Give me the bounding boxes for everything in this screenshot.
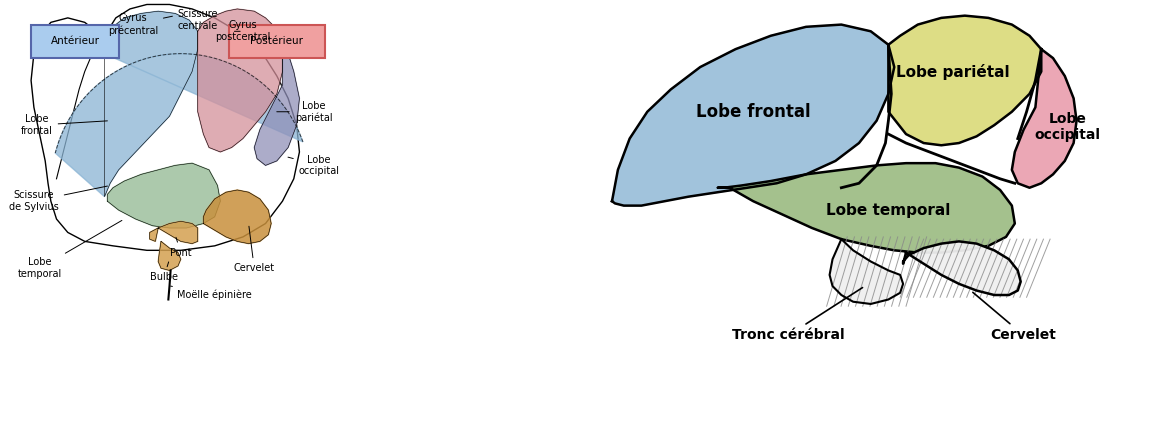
Polygon shape	[158, 241, 181, 270]
Text: Lobe
occipital: Lobe occipital	[1034, 112, 1101, 143]
Text: Bulbe: Bulbe	[150, 262, 178, 282]
Text: Lobe
pariétal: Lobe pariétal	[277, 101, 332, 123]
Text: Postérieur: Postérieur	[250, 36, 303, 46]
Text: Lobe frontal: Lobe frontal	[695, 103, 811, 121]
Text: Gyrus
postcentral: Gyrus postcentral	[216, 21, 271, 42]
Polygon shape	[150, 221, 198, 244]
Polygon shape	[903, 241, 1020, 295]
Text: Scissure
centrale: Scissure centrale	[178, 9, 218, 31]
Text: Lobe
temporal: Lobe temporal	[17, 220, 122, 279]
Text: Cervelet: Cervelet	[234, 226, 274, 273]
Text: Moëlle épinière: Moëlle épinière	[171, 286, 253, 300]
Polygon shape	[55, 11, 303, 197]
Polygon shape	[1012, 49, 1077, 188]
Text: Scissure
de Sylvius: Scissure de Sylvius	[9, 186, 107, 212]
Polygon shape	[718, 163, 1015, 253]
Polygon shape	[255, 45, 300, 165]
Text: Lobe
frontal: Lobe frontal	[21, 114, 107, 136]
Polygon shape	[889, 16, 1041, 145]
FancyBboxPatch shape	[228, 25, 325, 58]
Text: Lobe
occipital: Lobe occipital	[288, 155, 340, 176]
Text: Cervelet: Cervelet	[973, 292, 1056, 342]
Text: Tronc cérébral: Tronc cérébral	[732, 287, 862, 342]
Text: Pont: Pont	[169, 237, 191, 257]
FancyBboxPatch shape	[31, 25, 119, 58]
Text: Lobe temporal: Lobe temporal	[827, 202, 950, 218]
Polygon shape	[203, 190, 271, 244]
Text: Antérieur: Antérieur	[51, 36, 99, 46]
Polygon shape	[612, 25, 895, 206]
Polygon shape	[198, 9, 282, 152]
Text: Gyrus
précentral: Gyrus précentral	[107, 13, 173, 36]
Polygon shape	[829, 239, 903, 304]
Polygon shape	[107, 163, 220, 228]
Text: Lobe pariétal: Lobe pariétal	[896, 63, 1010, 80]
